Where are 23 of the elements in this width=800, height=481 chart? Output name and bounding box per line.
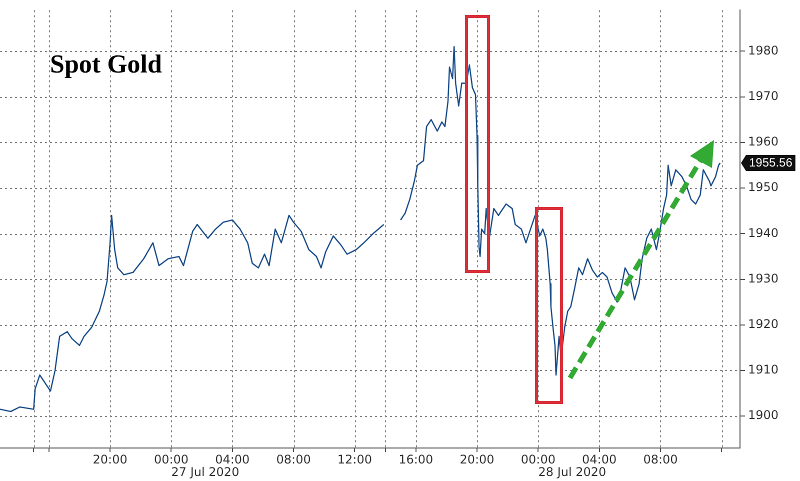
- y-tick-label: 1930: [748, 271, 779, 286]
- text: 27 Jul 2020: [171, 465, 240, 480]
- y-tick-label: 1920: [748, 316, 779, 331]
- x-tick-label: 04:00: [582, 452, 617, 466]
- x-tick-label: 08:00: [276, 452, 311, 466]
- x-tick-label: 20:00: [460, 452, 494, 466]
- text: Spot Gold: [50, 50, 163, 79]
- text: 28 Jul 2020: [538, 465, 606, 480]
- y-tick-label: 1970: [748, 88, 779, 103]
- y-tick-label: 1950: [748, 180, 779, 194]
- y-tick-label: 1980: [748, 43, 779, 58]
- y-tick-label: 1900: [748, 408, 779, 422]
- y-tick-label: 1940: [748, 226, 779, 240]
- y-tick-label: 1910: [748, 362, 779, 377]
- x-tick-label: 12:00: [337, 452, 372, 466]
- x-tick-label: 16:00: [398, 452, 434, 466]
- text: 1955.56: [749, 155, 793, 170]
- y-tick-label: 1960: [748, 134, 779, 149]
- x-tick-label: 20:00: [92, 452, 128, 466]
- x-tick-label: 00:00: [154, 452, 189, 466]
- x-tick-label: 08:00: [643, 452, 678, 466]
- x-tick-label: 04:00: [215, 452, 250, 466]
- x-tick-label: 00:00: [520, 452, 556, 466]
